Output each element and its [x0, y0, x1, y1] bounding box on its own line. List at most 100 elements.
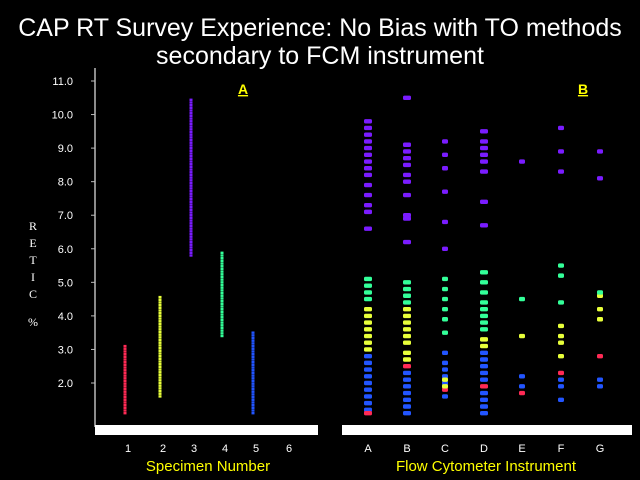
scatter-point: [123, 403, 127, 407]
scatter-point: [189, 149, 193, 152]
scatter-point: [364, 166, 372, 171]
scatter-point: [403, 179, 411, 184]
y-axis-label-letter: C: [28, 287, 37, 301]
scatter-point: [158, 322, 162, 326]
scatter-point: [189, 230, 193, 233]
scatter-point: [123, 360, 127, 364]
y-axis-unit-label: %: [28, 315, 38, 329]
scatter-point: [189, 103, 193, 107]
axis-band: [0, 434, 318, 480]
scatter-point: [158, 384, 162, 387]
scatter-point: [403, 397, 411, 402]
scatter-point: [251, 336, 255, 340]
scatter-point: [403, 239, 411, 245]
scatter-point: [220, 305, 224, 308]
scatter-point: [123, 363, 127, 367]
scatter-point: [189, 101, 193, 104]
scatter-point: [403, 333, 411, 339]
scatter-point: [189, 187, 193, 190]
y-axis-label-letter: E: [29, 236, 37, 250]
scatter-point: [220, 259, 224, 263]
scatter-point: [189, 224, 193, 228]
scatter-point: [251, 371, 255, 375]
scatter-point: [442, 286, 448, 292]
scatter-point: [220, 324, 224, 327]
x-axis-bar-right: [342, 425, 632, 435]
scatter-point: [251, 409, 255, 412]
scatter-point: [480, 199, 488, 204]
scatter-point: [220, 294, 224, 297]
scatter-point: [597, 176, 603, 181]
scatter-point: [189, 114, 193, 118]
scatter-point: [480, 145, 488, 151]
scatter-point: [189, 238, 193, 241]
scatter-point: [364, 320, 372, 325]
scatter-point: [189, 192, 193, 195]
scatter-point: [480, 350, 488, 355]
scatter-point: [158, 392, 162, 395]
x-tick-label: A: [364, 443, 372, 455]
scatter-point: [251, 377, 255, 380]
scatter-point: [189, 141, 193, 144]
scatter-point: [480, 370, 488, 376]
scatter-point: [251, 387, 255, 391]
scatter-point: [189, 216, 193, 220]
scatter-point: [158, 306, 162, 310]
scatter-point: [403, 293, 411, 298]
scatter-point: [251, 344, 255, 348]
scatter-point: [251, 403, 255, 407]
scatter-point: [364, 192, 372, 198]
scatter-point: [403, 95, 411, 100]
chart-title-line-2: secondary to FCM instrument: [156, 42, 484, 70]
scatter-point: [158, 309, 162, 312]
scatter-point: [442, 296, 448, 302]
scatter-point: [403, 172, 411, 178]
x-tick-label: E: [518, 443, 525, 455]
y-tick-label: 8.0: [58, 177, 73, 189]
scatter-point: [480, 169, 488, 174]
scatter-point: [123, 393, 127, 396]
scatter-point: [189, 130, 193, 134]
scatter-point: [558, 340, 564, 345]
scatter-point: [220, 299, 224, 303]
scatter-point: [189, 200, 193, 203]
scatter-point: [220, 251, 224, 255]
scatter-point: [189, 163, 193, 166]
y-tick-label: 6.0: [58, 244, 73, 256]
scatter-point: [364, 125, 372, 131]
scatter-point: [220, 316, 224, 319]
scatter-point: [558, 323, 564, 329]
scatter-point: [158, 363, 162, 366]
scatter-point: [158, 387, 162, 390]
scatter-point: [364, 411, 372, 416]
scatter-point: [403, 340, 411, 345]
scatter-point: [123, 355, 127, 359]
scatter-point: [251, 342, 255, 345]
scatter-point: [251, 350, 255, 353]
scatter-point: [403, 213, 411, 218]
scatter-point: [189, 205, 193, 209]
scatter-point: [251, 347, 255, 350]
scatter-point: [123, 347, 127, 350]
y-tick-label: 5.0: [58, 277, 73, 289]
scatter-point: [251, 385, 255, 388]
scatter-point: [364, 313, 372, 319]
scatter-point: [403, 364, 411, 369]
scatter-point: [189, 222, 193, 225]
scatter-point: [189, 214, 193, 217]
scatter-point: [403, 377, 411, 382]
scatter-point: [220, 297, 224, 300]
scatter-point: [189, 246, 193, 249]
scatter-point: [189, 165, 193, 169]
scatter-point: [442, 350, 448, 355]
scatter-point: [480, 300, 488, 305]
scatter-point: [123, 350, 127, 353]
x-tick-label: G: [596, 443, 605, 455]
scatter-point: [189, 146, 193, 150]
scatter-point: [251, 360, 255, 364]
scatter-point: [220, 289, 224, 292]
y-tick-label: 4.0: [58, 311, 73, 323]
scatter-point: [519, 159, 525, 164]
scatter-point: [158, 360, 162, 363]
